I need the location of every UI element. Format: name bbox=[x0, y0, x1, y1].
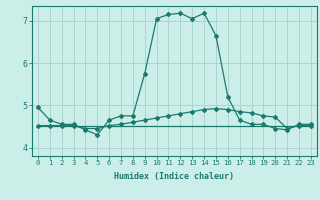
X-axis label: Humidex (Indice chaleur): Humidex (Indice chaleur) bbox=[115, 172, 234, 181]
